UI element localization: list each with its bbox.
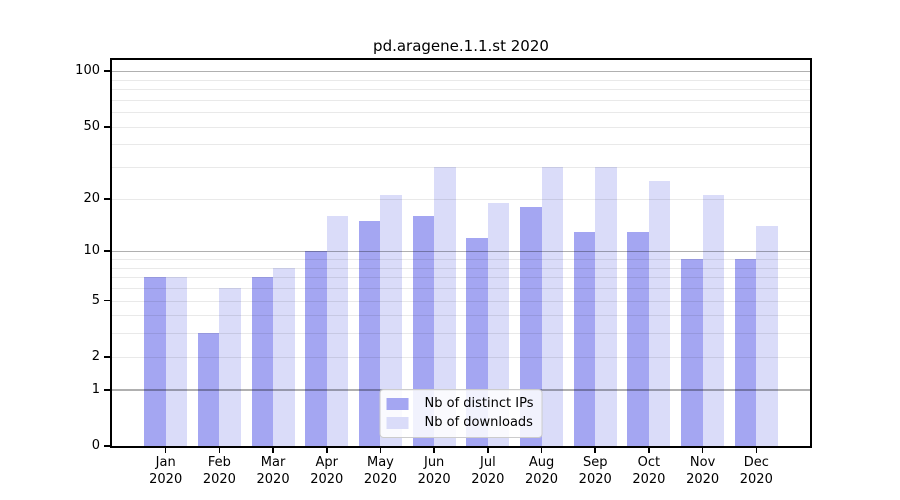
gridline-minor bbox=[112, 287, 810, 289]
chart-title: pd.aragene.1.1.st 2020 bbox=[373, 37, 549, 55]
y-tick bbox=[104, 70, 110, 73]
bar-downloads-oct bbox=[648, 181, 671, 446]
plot-spine-top bbox=[110, 58, 812, 60]
x-tick-label: Apr 2020 bbox=[310, 455, 344, 487]
gridline-major bbox=[112, 70, 810, 73]
bar-downloads-feb bbox=[219, 287, 241, 446]
bar-downloads-dec bbox=[756, 226, 778, 446]
bar-ips-sep bbox=[573, 231, 596, 446]
y-tick bbox=[104, 197, 110, 200]
x-tick-label: Jul 2020 bbox=[471, 455, 505, 487]
x-tick-label: Dec 2020 bbox=[739, 455, 773, 487]
legend-swatch-downloads-icon bbox=[386, 416, 409, 429]
bar-ips-dec bbox=[734, 259, 757, 446]
x-tick bbox=[701, 448, 704, 453]
x-tick bbox=[325, 448, 328, 453]
y-tick-label: 20 bbox=[83, 190, 100, 206]
legend-label-distinct-ips: Nb of distinct IPs bbox=[424, 396, 534, 411]
gridline-minor bbox=[112, 198, 810, 200]
x-tick bbox=[433, 448, 435, 453]
plot-spine-right bbox=[810, 58, 812, 448]
bar-ips-apr bbox=[305, 251, 327, 446]
x-tick bbox=[379, 448, 382, 453]
bar-ips-jan bbox=[144, 277, 166, 446]
x-tick bbox=[487, 448, 489, 453]
bar-downloads-jun bbox=[434, 167, 456, 446]
y-tick-label: 50 bbox=[83, 118, 100, 134]
x-tick-label: Jun 2020 bbox=[417, 455, 451, 487]
bar-ips-aug bbox=[520, 206, 542, 446]
x-tick bbox=[648, 448, 650, 453]
legend-item-distinct-ips: Nb of distinct IPs bbox=[386, 394, 534, 413]
bar-downloads-jan bbox=[165, 277, 188, 446]
gridline-minor bbox=[112, 99, 810, 101]
gridline-minor bbox=[112, 112, 810, 114]
y-tick bbox=[104, 355, 110, 358]
x-tick-label: Nov 2020 bbox=[686, 455, 720, 487]
gridline-major bbox=[112, 250, 810, 253]
gridline-minor bbox=[112, 144, 810, 146]
y-tick-label: 10 bbox=[83, 243, 100, 259]
legend-label-downloads: Nb of downloads bbox=[424, 415, 533, 430]
gridline-minor bbox=[112, 300, 810, 302]
bar-downloads-apr bbox=[326, 215, 349, 446]
gridline-minor bbox=[112, 315, 810, 317]
y-tick bbox=[104, 388, 110, 391]
x-tick-label: Sep 2020 bbox=[578, 455, 612, 487]
x-tick-label: Oct 2020 bbox=[632, 455, 666, 487]
x-tick bbox=[164, 448, 167, 453]
bar-downloads-jul bbox=[487, 202, 510, 446]
y-tick-label: 0 bbox=[91, 438, 100, 453]
x-tick-label: Jan 2020 bbox=[149, 455, 183, 487]
gridline-minor bbox=[112, 167, 810, 169]
x-tick bbox=[218, 448, 221, 453]
bar-downloads-may bbox=[380, 195, 402, 446]
bar-ips-mar bbox=[251, 277, 274, 446]
y-tick bbox=[104, 125, 110, 128]
plot-area: 0 1 2 5 10 20 50 100 Jan 2020 Feb 2020 Mar 2020 Apr 202… bbox=[75, 58, 812, 487]
bar-ips-jun bbox=[412, 215, 435, 446]
legend-swatch-ips-icon bbox=[386, 397, 409, 410]
gridline-minor bbox=[112, 79, 810, 81]
gridline-minor bbox=[112, 356, 810, 358]
x-tick bbox=[272, 448, 274, 453]
gridline-minor bbox=[112, 259, 810, 261]
y-tick-label: 1 bbox=[91, 381, 100, 397]
y-tick-label: 100 bbox=[75, 63, 100, 79]
plot-spine-left bbox=[110, 58, 112, 448]
y-tick bbox=[104, 299, 110, 302]
legend: Nb of distinct IPs Nb of downloads bbox=[379, 389, 543, 438]
bar-downloads-sep bbox=[595, 167, 617, 446]
gridline-minor bbox=[112, 267, 810, 269]
bar-ips-nov bbox=[681, 259, 703, 446]
x-tick bbox=[594, 448, 597, 453]
x-tick bbox=[540, 448, 543, 453]
bar-downloads-aug bbox=[541, 167, 563, 446]
bar-ips-oct bbox=[627, 231, 649, 446]
x-tick-label: Feb 2020 bbox=[202, 455, 236, 487]
x-tick-label: May 2020 bbox=[363, 455, 397, 487]
x-tick-label: Mar 2020 bbox=[256, 455, 290, 487]
gridline-minor bbox=[112, 126, 810, 128]
gridline-minor bbox=[112, 89, 810, 91]
y-tick-label: 5 bbox=[91, 292, 100, 308]
legend-item-downloads: Nb of downloads bbox=[386, 413, 534, 432]
y-tick-label: 2 bbox=[91, 348, 100, 364]
plot-spine-bottom bbox=[110, 446, 812, 448]
x-tick bbox=[755, 448, 758, 453]
y-tick bbox=[104, 445, 110, 447]
y-tick bbox=[104, 250, 110, 253]
bar-downloads-nov bbox=[702, 195, 725, 446]
gridline-minor bbox=[112, 277, 810, 279]
x-tick-label: Aug 2020 bbox=[524, 455, 559, 487]
gridline-minor bbox=[112, 333, 810, 335]
